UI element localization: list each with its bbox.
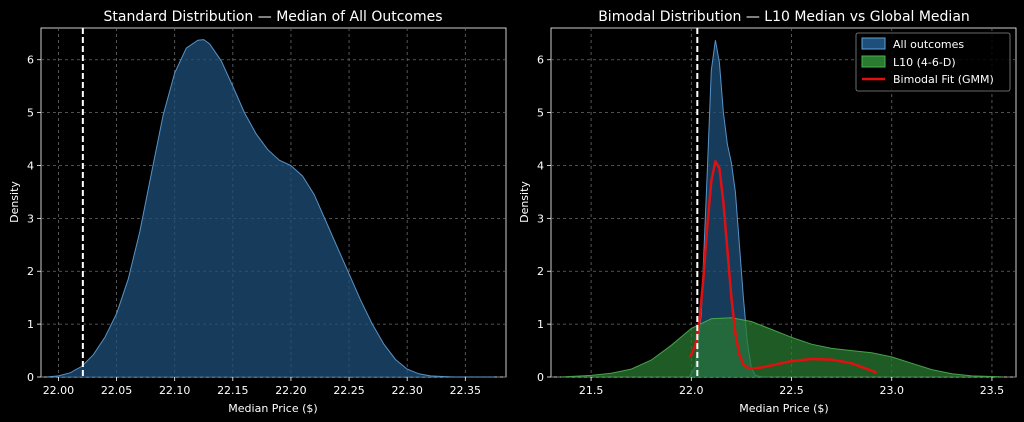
chart-title: Standard Distribution — Median of All Ou… bbox=[103, 9, 442, 25]
y-tick-label: 0 bbox=[27, 371, 34, 384]
x-axis-label: Median Price ($) bbox=[228, 402, 317, 415]
series-outline-l10-4-6-d bbox=[560, 317, 1005, 378]
y-tick-label: 2 bbox=[27, 265, 34, 278]
y-tick-label: 5 bbox=[537, 107, 544, 120]
y-axis-label: Density bbox=[518, 181, 531, 223]
y-tick-label: 4 bbox=[537, 159, 544, 172]
x-tick-label: 23.5 bbox=[980, 384, 1005, 397]
chart-bimodal-distribution: Bimodal Distribution — L10 Median vs Glo… bbox=[518, 9, 1017, 415]
y-tick-label: 3 bbox=[537, 212, 544, 225]
y-tick-label: 2 bbox=[537, 265, 544, 278]
y-tick-label: 1 bbox=[537, 318, 544, 331]
x-tick-label: 22.00 bbox=[43, 384, 75, 397]
x-tick-label: 22.10 bbox=[159, 384, 191, 397]
x-tick-label: 22.15 bbox=[217, 384, 249, 397]
y-tick-label: 0 bbox=[537, 371, 544, 384]
legend-label-all-outcomes: All outcomes bbox=[893, 38, 964, 51]
x-axis-label: Median Price ($) bbox=[739, 402, 828, 415]
x-tick-label: 22.20 bbox=[275, 384, 307, 397]
legend-box bbox=[855, 32, 1011, 92]
x-tick-label: 23.0 bbox=[879, 384, 904, 397]
legend-label-gmm: Bimodal Fit (GMM) bbox=[893, 73, 994, 86]
density-areas bbox=[560, 40, 1005, 378]
x-tick-label: 22.05 bbox=[101, 384, 133, 397]
legend: All outcomes L10 (4-6-D) Bimodal Fit (GM… bbox=[855, 32, 1011, 92]
chart-standard-distribution: Standard Distribution — Median of All Ou… bbox=[8, 9, 507, 415]
y-ticks: 0 1 2 3 4 5 6 bbox=[27, 54, 41, 384]
x-ticks: 21.5 22.0 22.5 23.0 23.5 bbox=[579, 377, 1004, 397]
legend-label-l10: L10 (4-6-D) bbox=[893, 56, 956, 69]
y-tick-label: 4 bbox=[27, 159, 34, 172]
legend-swatch-l10 bbox=[861, 55, 886, 68]
x-tick-label: 22.35 bbox=[450, 384, 482, 397]
series-line-bimodal-fit-gmm bbox=[689, 160, 878, 374]
y-tick-label: 6 bbox=[27, 54, 34, 67]
x-tick-label: 21.5 bbox=[579, 384, 604, 397]
series-area-all-outcomes bbox=[689, 40, 767, 377]
x-ticks: 22.00 22.05 22.10 22.15 22.20 22.25 22.30 22.35 bbox=[43, 377, 481, 397]
y-axis-label: Density bbox=[8, 181, 21, 223]
density-areas bbox=[46, 39, 495, 378]
y-tick-label: 3 bbox=[27, 212, 34, 225]
y-ticks: 0 1 2 3 4 5 6 bbox=[537, 54, 551, 384]
grid bbox=[551, 28, 1016, 378]
series-area-all-outcomes bbox=[46, 39, 495, 377]
x-tick-label: 22.25 bbox=[333, 384, 365, 397]
x-tick-label: 22.5 bbox=[779, 384, 804, 397]
series-area-l10-4-6-d bbox=[561, 317, 1004, 377]
y-tick-label: 6 bbox=[537, 54, 544, 67]
legend-swatch-all-outcomes bbox=[861, 37, 886, 50]
y-tick-label: 1 bbox=[27, 318, 34, 331]
x-tick-label: 22.30 bbox=[391, 384, 423, 397]
series-outline-all-outcomes bbox=[46, 39, 495, 378]
y-tick-label: 5 bbox=[27, 107, 34, 120]
chart-title: Bimodal Distribution — L10 Median vs Glo… bbox=[598, 9, 970, 25]
x-tick-label: 22.0 bbox=[679, 384, 704, 397]
density-lines bbox=[689, 160, 878, 374]
